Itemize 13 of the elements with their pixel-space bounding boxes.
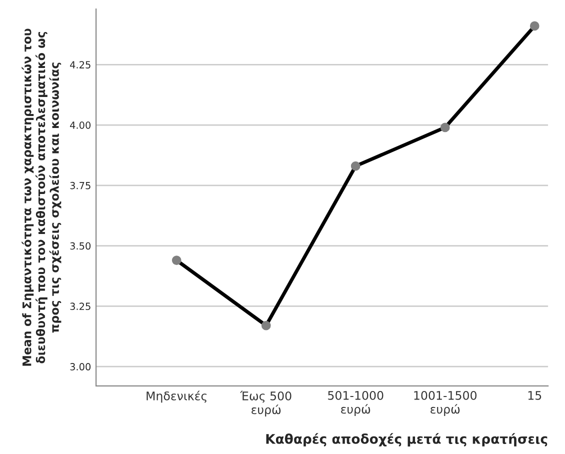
y-tick-label: 3.25 [70,302,90,310]
y-axis-title: Mean of Σημαντικότητα των χαρακτηριστικών του διευθυντή που τον καθιστούν αποτελεσματικό ως προς τις σχέσεις σχολείου και κοινωνίας [22,28,62,366]
x-tick-label: 501-1000 ευρώ [328,390,384,416]
y-tick-label: 3.75 [70,182,90,190]
x-tick-label: 15 [528,391,542,400]
x-axis-title: Καθαρές αποδοχές μετά τις κρατήσεις [266,433,548,446]
y-tick-label: 4.25 [70,61,90,68]
x-tick-label: Μηδενικές [146,390,206,403]
x-tick-label: Έως 500 ευρώ [240,390,292,416]
y-tick-label: 3.50 [70,242,91,250]
y-tick-label: 4.00 [70,122,91,129]
x-tick-label: 1001-1500 ευρώ [414,390,477,416]
y-tick-label: 3.00 [70,363,91,370]
